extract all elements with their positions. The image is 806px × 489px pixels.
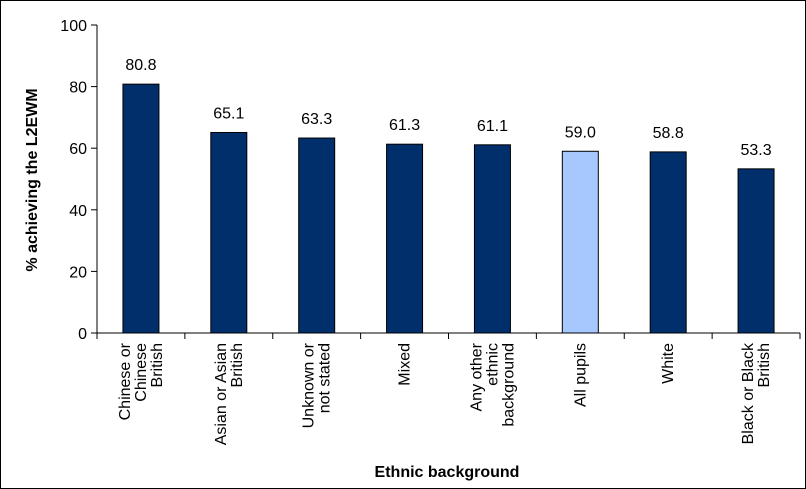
y-axis-title: % achieving the L2EWM (24, 88, 41, 271)
value-label: 53.3 (740, 142, 771, 159)
y-tick-label: 100 (60, 18, 87, 35)
bar (649, 151, 687, 334)
x-tick-label: Black or Black (740, 342, 757, 444)
x-tick-label: background (500, 343, 517, 427)
y-tick-label: 40 (69, 203, 87, 220)
y-tick-label: 0 (78, 326, 87, 343)
x-tick-label: Chinese or (117, 342, 134, 420)
x-tick-label: Asian or Asian (213, 343, 230, 445)
value-label: 80.8 (125, 57, 156, 74)
x-tick-label: British (149, 343, 166, 387)
value-label: 61.1 (477, 118, 508, 135)
bar (473, 144, 511, 334)
value-label: 59.0 (565, 124, 596, 141)
y-tick-label: 60 (69, 141, 87, 158)
y-tick-label: 80 (69, 80, 87, 97)
value-label: 58.8 (653, 125, 684, 142)
bar (737, 168, 775, 334)
value-label: 65.1 (213, 105, 244, 122)
bar (561, 150, 599, 334)
bar (210, 131, 248, 334)
x-tick-label: Unknown or (301, 342, 318, 428)
x-tick-label: Chinese (133, 343, 150, 402)
x-tick-label: Any other (468, 342, 485, 411)
value-label: 63.3 (301, 111, 332, 128)
x-tick-label: All pupils (572, 343, 589, 407)
bar (122, 83, 160, 334)
x-tick-label: British (229, 343, 246, 387)
value-label: 61.3 (389, 117, 420, 134)
bar (386, 143, 424, 334)
y-tick-label: 20 (69, 264, 87, 281)
x-tick-label: White (660, 343, 677, 384)
x-tick-label: not stated (317, 343, 334, 413)
x-tick-label: ethnic (484, 343, 501, 386)
bar (298, 137, 336, 334)
x-tick-label: British (756, 343, 773, 387)
x-axis-title: Ethnic background (375, 464, 520, 481)
x-tick-label: Mixed (397, 343, 414, 386)
